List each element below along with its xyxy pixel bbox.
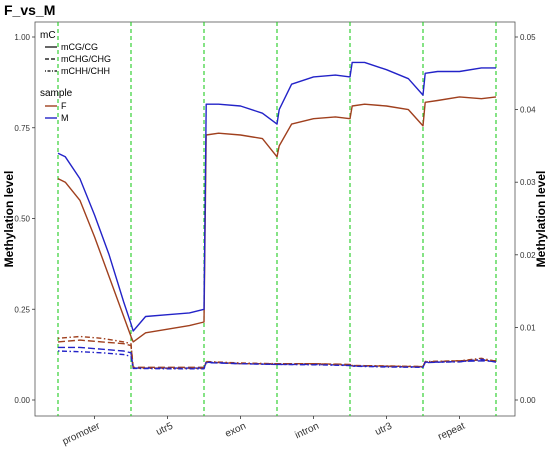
y-tick-label: 0.50 — [14, 215, 30, 224]
plot-panel — [34, 21, 516, 417]
series-lines — [57, 61, 497, 370]
y-axis-title-right: Methylation level — [534, 171, 548, 268]
right-y-axis: 0.00 0.01 0.02 0.03 0.04 0.05 — [515, 33, 536, 405]
left-y-axis: 0.00 0.25 0.50 0.75 1.00 — [14, 33, 35, 405]
y-tick-label: 1.00 — [14, 33, 30, 42]
x-tick-label: utr5 — [154, 421, 175, 438]
legend-context-label: mCG/CG — [61, 42, 98, 52]
x-tick-label: promoter — [61, 420, 103, 447]
legend-context-items: mCG/CG mCHG/CHG mCHH/CHH — [45, 42, 111, 76]
legend-mc-title: mC — [40, 30, 56, 41]
y-right-tick-label: 0.04 — [520, 106, 536, 115]
x-tick-label: utr3 — [373, 421, 394, 438]
legend-sample-items: FM — [45, 101, 69, 123]
y-axis-title-left: Methylation level — [2, 171, 16, 268]
legend-sample-label: F — [61, 101, 67, 111]
legend-sample-label: M — [61, 113, 69, 123]
y-tick-label: 0.75 — [14, 124, 30, 133]
series-line-f-mcg — [57, 96, 497, 343]
legend-context-label: mCHG/CHG — [61, 54, 111, 64]
x-tick-label: repeat — [436, 421, 467, 443]
x-axis: promoter utr5 exon intron utr3 repeat — [61, 416, 467, 448]
series-line-m-mcg — [57, 61, 496, 332]
legend: mC mCG/CG mCHG/CHG mCHH/CHH sample FM — [40, 30, 111, 123]
y-right-tick-label: 0.03 — [520, 178, 536, 187]
chart-title: F_vs_M — [4, 2, 55, 18]
y-right-tick-label: 0.02 — [520, 251, 536, 260]
y-right-tick-label: 0.01 — [520, 323, 536, 332]
y-tick-label: 0.25 — [14, 305, 30, 314]
series-line-m-mchh — [57, 350, 497, 370]
y-tick-label: 0.00 — [14, 396, 30, 405]
legend-context-label: mCHH/CHH — [61, 66, 110, 76]
y-right-tick-label: 0.05 — [520, 33, 536, 42]
y-right-tick-label: 0.00 — [520, 396, 536, 405]
x-tick-label: exon — [223, 421, 247, 440]
legend-sample-title: sample — [40, 88, 73, 99]
region-boundaries — [57, 22, 497, 416]
x-tick-label: intron — [293, 421, 320, 442]
